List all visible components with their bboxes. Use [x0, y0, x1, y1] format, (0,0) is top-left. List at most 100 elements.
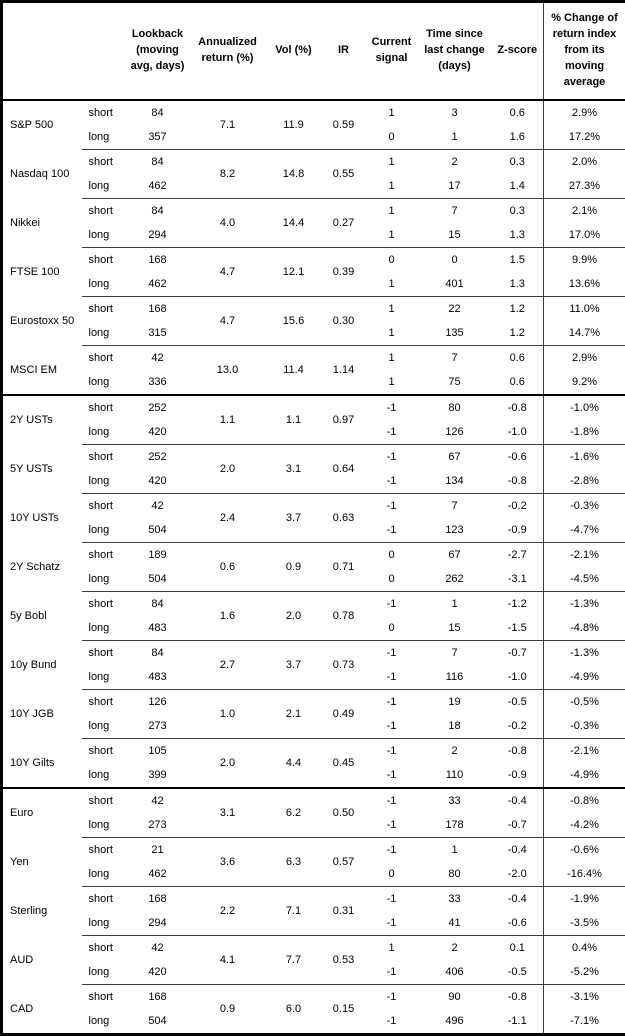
current-signal-cell: 0	[366, 862, 418, 887]
horizon-cell: short	[82, 346, 126, 371]
horizon-cell: short	[82, 985, 126, 1010]
lookback-cell: 420	[126, 420, 190, 445]
zscore-cell: 1.5	[492, 248, 544, 273]
asset-name-cell: MSCI EM	[2, 346, 82, 396]
pct-change-cell: -0.3%	[544, 714, 625, 739]
horizon-cell: short	[82, 936, 126, 961]
lookback-cell: 273	[126, 813, 190, 838]
current-signal-cell: 0	[366, 543, 418, 568]
days-since-change-cell: 262	[418, 567, 492, 592]
ir-cell: 0.49	[322, 690, 366, 739]
header-time-since-change: Time since last change (days)	[418, 2, 492, 101]
pct-change-cell: -1.3%	[544, 592, 625, 617]
zscore-cell: -0.8	[492, 739, 544, 764]
zscore-cell: -0.7	[492, 641, 544, 666]
lookback-cell: 252	[126, 395, 190, 420]
lookback-cell: 168	[126, 297, 190, 322]
current-signal-cell: -1	[366, 838, 418, 863]
days-since-change-cell: 7	[418, 641, 492, 666]
zscore-cell: 0.3	[492, 150, 544, 175]
vol-cell: 0.9	[266, 543, 322, 592]
annualized-return-cell: 0.9	[190, 985, 266, 1035]
zscore-cell: 1.3	[492, 272, 544, 297]
lookback-cell: 462	[126, 272, 190, 297]
zscore-cell: -2.7	[492, 543, 544, 568]
days-since-change-cell: 90	[418, 985, 492, 1010]
days-since-change-cell: 134	[418, 469, 492, 494]
pct-change-cell: -16.4%	[544, 862, 625, 887]
header-vol: Vol (%)	[266, 2, 322, 101]
zscore-cell: -0.2	[492, 714, 544, 739]
vol-cell: 3.1	[266, 445, 322, 494]
days-since-change-cell: 80	[418, 862, 492, 887]
current-signal-cell: -1	[366, 665, 418, 690]
annualized-return-cell: 13.0	[190, 346, 266, 396]
horizon-cell: short	[82, 494, 126, 519]
asset-name-cell: 10Y USTs	[2, 494, 82, 543]
days-since-change-cell: 17	[418, 174, 492, 199]
lookback-cell: 21	[126, 838, 190, 863]
days-since-change-cell: 67	[418, 543, 492, 568]
ir-cell: 0.45	[322, 739, 366, 789]
annualized-return-cell: 3.1	[190, 788, 266, 838]
lookback-cell: 420	[126, 960, 190, 985]
zscore-cell: -1.2	[492, 592, 544, 617]
zscore-cell: 0.6	[492, 100, 544, 125]
pct-change-cell: -3.1%	[544, 985, 625, 1010]
ir-cell: 0.15	[322, 985, 366, 1035]
horizon-cell: long	[82, 1009, 126, 1035]
current-signal-cell: -1	[366, 445, 418, 470]
pct-change-cell: -7.1%	[544, 1009, 625, 1035]
pct-change-cell: -2.8%	[544, 469, 625, 494]
current-signal-cell: 0	[366, 567, 418, 592]
ir-cell: 0.27	[322, 199, 366, 248]
pct-change-cell: -0.5%	[544, 690, 625, 715]
days-since-change-cell: 110	[418, 763, 492, 788]
asset-name-cell: 5y Bobl	[2, 592, 82, 641]
zscore-cell: 1.2	[492, 297, 544, 322]
pct-change-cell: -4.2%	[544, 813, 625, 838]
current-signal-cell: 1	[366, 223, 418, 248]
asset-name-cell: 10y Bund	[2, 641, 82, 690]
current-signal-cell: -1	[366, 641, 418, 666]
days-since-change-cell: 7	[418, 199, 492, 224]
pct-change-cell: 2.9%	[544, 100, 625, 125]
horizon-cell: long	[82, 813, 126, 838]
asset-name-cell: 5Y USTs	[2, 445, 82, 494]
days-since-change-cell: 126	[418, 420, 492, 445]
lookback-cell: 294	[126, 911, 190, 936]
current-signal-cell: 1	[366, 150, 418, 175]
zscore-cell: -0.4	[492, 887, 544, 912]
asset-name-cell: Eurostoxx 50	[2, 297, 82, 346]
zscore-cell: -0.4	[492, 788, 544, 813]
asset-name-cell: 2Y USTs	[2, 395, 82, 445]
pct-change-cell: -4.9%	[544, 665, 625, 690]
asset-name-cell: CAD	[2, 985, 82, 1035]
horizon-cell: long	[82, 911, 126, 936]
lookback-cell: 84	[126, 100, 190, 125]
zscore-cell: 0.1	[492, 936, 544, 961]
lookback-cell: 168	[126, 985, 190, 1010]
zscore-cell: 1.2	[492, 321, 544, 346]
horizon-cell: short	[82, 199, 126, 224]
asset-name-cell: 10Y Gilts	[2, 739, 82, 789]
lookback-cell: 84	[126, 199, 190, 224]
vol-cell: 3.7	[266, 494, 322, 543]
header-annualized-return: Annualized return (%)	[190, 2, 266, 101]
lookback-cell: 462	[126, 862, 190, 887]
vol-cell: 1.1	[266, 395, 322, 445]
current-signal-cell: -1	[366, 420, 418, 445]
zscore-cell: 1.3	[492, 223, 544, 248]
horizon-cell: short	[82, 592, 126, 617]
